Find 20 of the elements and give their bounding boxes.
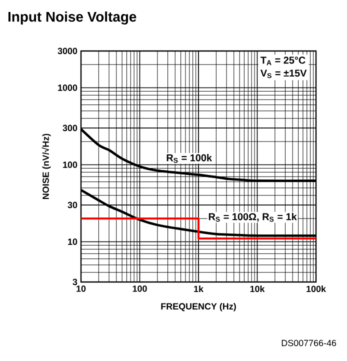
annotation: T$_{A}$ = 25°C <box>260 56 306 66</box>
x-tick-label: 10k <box>250 286 265 292</box>
y-tick-label: 3000 <box>58 48 78 54</box>
x-tick-label: 100 <box>132 286 147 292</box>
series-label: R$_{S}$ = 100Ω, R$_{S}$ = 1k <box>208 212 297 222</box>
chart-title: Input Noise Voltage <box>8 11 136 25</box>
text: DS007766-46 <box>282 340 336 346</box>
x-axis-title: FREQUENCY (Hz) <box>161 302 236 312</box>
y-tick-label: 300 <box>62 124 78 132</box>
y-tick-label: 30 <box>68 202 78 208</box>
y-axis-title: NOISE (nV/√Hz) <box>42 134 51 199</box>
y-tick-label: 3 <box>72 278 78 286</box>
y-tick-label: 1000 <box>58 84 78 91</box>
series-label: R$_{S}$ = 100k <box>166 154 212 163</box>
annotation: V$_{S}$ = ±15V <box>260 70 307 78</box>
y-tick-label: 100 <box>63 162 78 168</box>
x-tick-label: 100k <box>306 286 326 292</box>
y-tick-label: 10 <box>68 238 78 245</box>
x-tick-label: 1k <box>194 286 204 292</box>
x-tick-label: 10 <box>76 286 86 292</box>
